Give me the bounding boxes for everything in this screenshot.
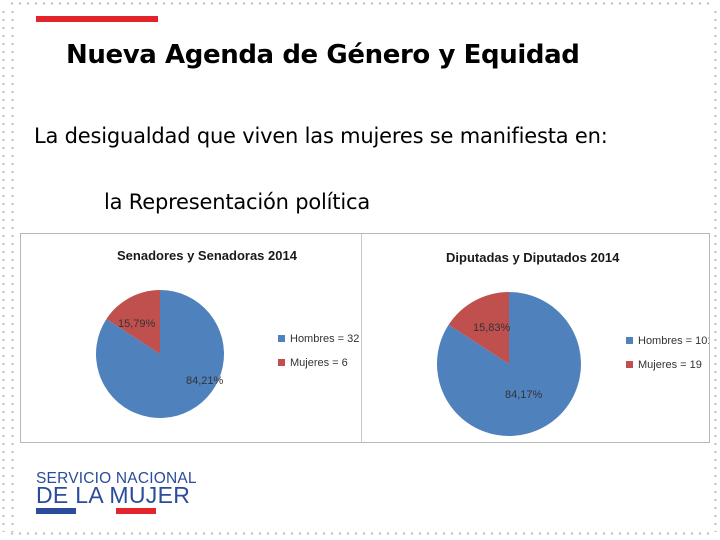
pie-slice-mujeres [106,290,160,354]
chart-senado: Senadores y Senadoras 2014 84,21% 15,79% Ho… [21,234,361,442]
legend-entry: Hombres = 32 [290,333,359,345]
title-accent-bar [36,16,158,22]
pie-percent-label: 15,83% [473,322,511,334]
pie-percent-label: 84,21% [186,375,224,387]
charts-panel: Senadores y Senadoras 2014 84,21% 15,79% Ho… [20,233,710,443]
slide-bullet-item: la Representación política [104,190,370,214]
left-dotted-border [2,8,5,532]
legend-entry: Mujeres = 19 [638,359,702,371]
chart-diputados-svg: Diputadas y Diputados 2014 84,17% 15,83% Ho… [437,250,709,436]
bottom-dotted-border [8,532,712,535]
logo-bar-red [116,508,156,514]
chart-divider [361,234,362,442]
pie-percent-label: 84,17% [505,389,543,401]
left-inner-dotted-border [11,8,14,532]
right-dotted-border [714,8,717,532]
pie-slice-mujeres [448,292,509,364]
legend-swatch [278,359,285,366]
pie-percent-label: 15,79% [118,318,156,330]
logo-bar-blue [36,508,76,514]
chart-title: Diputadas y Diputados 2014 [446,250,620,265]
legend-swatch [626,361,633,368]
logo-line-2: DE LA MUJER [36,482,191,508]
chart-diputados: Diputadas y Diputados 2014 84,17% 15,83% Ho… [362,234,709,442]
logo-flag-bar [36,508,156,514]
slide-subtitle: La desigualdad que viven las mujeres se … [34,124,608,148]
legend-swatch [278,335,285,342]
logo-bar-white [76,508,116,514]
chart-senado-svg: Senadores y Senadoras 2014 84,21% 15,79% Ho… [95,248,359,418]
legend-entry: Mujeres = 6 [290,357,348,369]
legend-swatch [626,337,633,344]
logo-line-1: SERVICIO NACIONAL [36,470,197,487]
legend-entry: Hombres = 101 [638,335,709,347]
slide-title: Nueva Agenda de Género y Equidad [66,40,580,70]
top-dotted-border [8,2,712,5]
chart-title: Senadores y Senadoras 2014 [117,248,298,263]
